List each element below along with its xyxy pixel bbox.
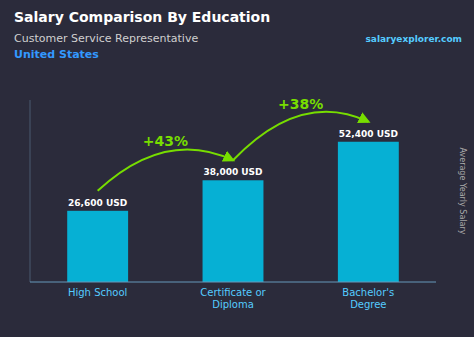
change-arrow [98, 149, 233, 190]
annotation: +43% [143, 133, 188, 149]
bars [67, 142, 399, 282]
x-tick-label: High School [68, 287, 127, 298]
y-axis-label: Average Yearly Salary [458, 148, 467, 235]
subtitle: Customer Service Representative [14, 32, 198, 45]
x-tick-label: Certificate orDiploma [200, 287, 266, 310]
bar [338, 142, 399, 282]
x-tick-label: Bachelor'sDegree [342, 287, 394, 310]
source: salaryexplorer.com [365, 34, 462, 44]
data-label: 26,600 USD [68, 198, 127, 208]
title: Salary Comparison By Education [14, 9, 270, 25]
y-axis-line [30, 100, 31, 282]
bar [203, 180, 264, 282]
data-label: 38,000 USD [203, 167, 262, 177]
bar [67, 211, 128, 282]
annotation: +38% [278, 96, 323, 112]
chart: Salary Comparison By Education Customer S… [0, 0, 474, 337]
background [0, 0, 474, 337]
data-label: 52,400 USD [339, 129, 398, 139]
x-axis-line [30, 282, 436, 283]
subtitle: United States [14, 48, 99, 61]
change-arrow [233, 112, 368, 161]
